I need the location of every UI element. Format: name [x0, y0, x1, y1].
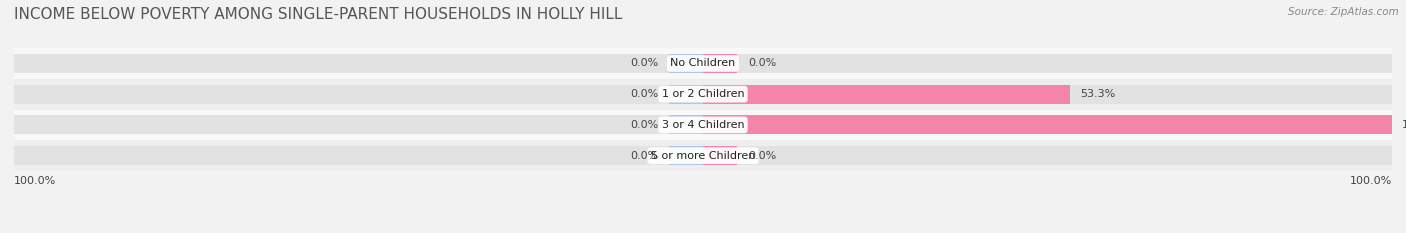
Bar — [669, 146, 703, 165]
Bar — [703, 54, 738, 73]
Text: 0.0%: 0.0% — [748, 151, 776, 161]
Legend: Single Father, Single Mother: Single Father, Single Mother — [605, 230, 801, 233]
Text: 3 or 4 Children: 3 or 4 Children — [662, 120, 744, 130]
Bar — [669, 115, 703, 134]
Text: 0.0%: 0.0% — [630, 89, 658, 99]
Bar — [703, 146, 738, 165]
Text: 1 or 2 Children: 1 or 2 Children — [662, 89, 744, 99]
Text: 0.0%: 0.0% — [630, 151, 658, 161]
Text: 100.0%: 100.0% — [14, 176, 56, 186]
Bar — [14, 48, 1392, 79]
Bar — [703, 146, 1392, 165]
Bar — [703, 85, 1392, 104]
Bar — [14, 115, 703, 134]
Text: Source: ZipAtlas.com: Source: ZipAtlas.com — [1288, 7, 1399, 17]
Bar — [14, 146, 703, 165]
Bar — [14, 85, 703, 104]
Text: 0.0%: 0.0% — [748, 58, 776, 69]
Text: INCOME BELOW POVERTY AMONG SINGLE-PARENT HOUSEHOLDS IN HOLLY HILL: INCOME BELOW POVERTY AMONG SINGLE-PARENT… — [14, 7, 623, 22]
Bar — [14, 54, 703, 73]
Bar — [14, 110, 1392, 140]
Bar — [669, 54, 703, 73]
Text: 0.0%: 0.0% — [630, 58, 658, 69]
Bar — [703, 115, 1392, 134]
Bar — [14, 140, 1392, 171]
Bar — [703, 115, 1392, 134]
Text: 5 or more Children: 5 or more Children — [651, 151, 755, 161]
Text: No Children: No Children — [671, 58, 735, 69]
Bar — [14, 79, 1392, 110]
Text: 0.0%: 0.0% — [630, 120, 658, 130]
Text: 100.0%: 100.0% — [1350, 176, 1392, 186]
Bar — [703, 85, 1070, 104]
Bar — [669, 85, 703, 104]
Text: 53.3%: 53.3% — [1081, 89, 1116, 99]
Text: 100.0%: 100.0% — [1402, 120, 1406, 130]
Bar — [703, 54, 1392, 73]
